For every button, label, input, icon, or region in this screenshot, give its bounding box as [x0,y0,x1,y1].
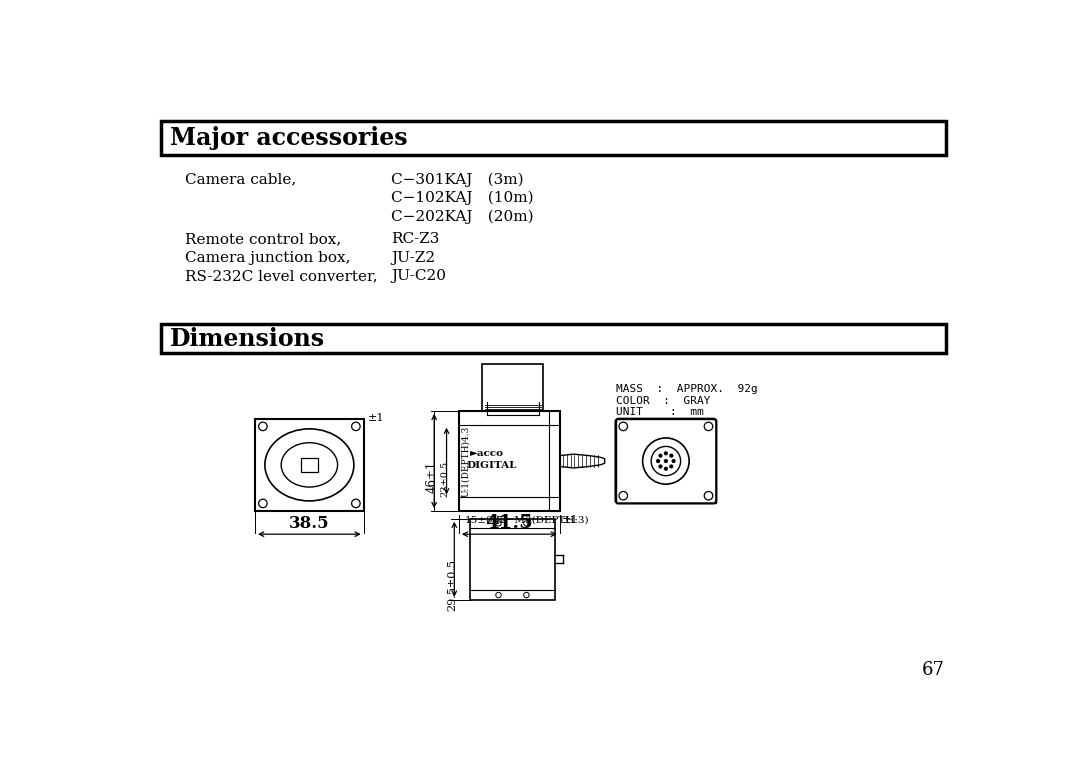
Text: UNIT    :  mm: UNIT : mm [616,407,703,417]
Text: 41.5: 41.5 [485,514,534,532]
Circle shape [659,465,662,468]
Bar [161,324,946,354]
Bar [459,411,559,511]
Text: C−102KAJ (10m): C−102KAJ (10m) [391,190,534,205]
Circle shape [664,467,667,470]
Text: ►acco: ►acco [470,449,503,458]
Text: ±1: ±1 [562,515,579,525]
Bar [161,120,946,155]
Text: 2−M3(DEPTH:3): 2−M3(DEPTH:3) [499,516,589,525]
Text: JU-C20: JU-C20 [391,269,446,283]
Text: Major accessories: Major accessories [170,126,407,149]
Text: 67: 67 [922,661,945,679]
Text: 46±1: 46±1 [426,461,438,493]
Circle shape [670,454,673,457]
Circle shape [664,452,667,455]
Text: Dimensions: Dimensions [170,327,325,351]
Text: 38.5: 38.5 [289,515,329,532]
Text: COLOR  :  GRAY: COLOR : GRAY [616,395,710,405]
Circle shape [664,459,667,463]
Bar [470,519,555,600]
Text: Camera junction box,: Camera junction box, [186,251,351,265]
Text: C−202KAJ (20m): C−202KAJ (20m) [391,210,534,223]
Circle shape [657,459,660,463]
Bar [255,418,364,511]
Text: ±1: ±1 [367,412,384,423]
Text: MASS  :  APPROX.  92g: MASS : APPROX. 92g [616,384,757,394]
Circle shape [659,454,662,457]
Text: JU-Z2: JU-Z2 [391,251,435,265]
Text: RC-Z3: RC-Z3 [391,232,440,246]
Text: Camera cable,: Camera cable, [186,172,297,186]
Text: 29.5±0.5: 29.5±0.5 [447,559,457,611]
Text: Remote control box,: Remote control box, [186,232,341,246]
Bar [482,364,543,411]
Circle shape [672,459,675,463]
Text: U:1(DEPTH)4.3: U:1(DEPTH)4.3 [461,425,470,497]
Text: 23±0.5: 23±0.5 [441,461,449,497]
Text: C−301KAJ (3m): C−301KAJ (3m) [391,172,524,187]
Text: DIGITAL: DIGITAL [467,461,517,470]
Text: 15±0.5: 15±0.5 [465,516,503,525]
Circle shape [670,465,673,468]
Text: RS-232C level converter,: RS-232C level converter, [186,269,378,283]
Bar [616,418,716,504]
